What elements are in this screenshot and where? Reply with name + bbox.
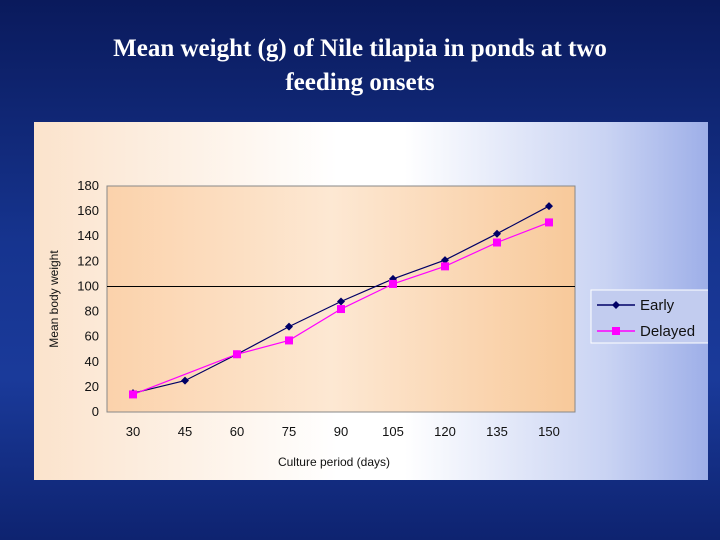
data-point-delayed	[441, 262, 449, 271]
y-axis-title: Mean body weight	[47, 250, 61, 348]
slide-title: Mean weight (g) of Nile tilapia in ponds…	[40, 32, 680, 100]
legend: Early Delayed	[590, 289, 708, 344]
x-tick-label: 60	[230, 424, 244, 439]
chart-panel: 0 20 40 60 80 100 120 140 160 180 30 45 60 75 90 105 120…	[34, 122, 708, 480]
x-tick-label: 135	[486, 424, 508, 439]
legend-box	[590, 289, 708, 344]
slide-title-line-2: feeding onsets	[285, 69, 435, 96]
x-tick-label: 120	[434, 424, 456, 439]
legend-label-early: Early	[640, 297, 675, 314]
y-tick-label: 180	[77, 178, 99, 193]
y-tick-label: 100	[77, 278, 99, 293]
x-tick-label: 90	[334, 424, 348, 439]
data-point-delayed	[129, 390, 137, 399]
y-tick-label: 0	[92, 404, 99, 419]
data-point-delayed	[285, 336, 293, 345]
data-point-early	[545, 202, 553, 211]
legend-label-delayed: Delayed	[640, 323, 695, 340]
data-point-delayed	[233, 350, 241, 359]
line-chart: 0 20 40 60 80 100 120 140 160 180 30 45 60 75 90 105 120…	[47, 178, 708, 469]
x-tick-label: 30	[126, 424, 140, 439]
y-tick-label: 40	[85, 354, 99, 369]
legend-marker-early	[612, 301, 620, 309]
data-point-delayed	[545, 218, 553, 227]
data-point-early	[441, 256, 449, 265]
y-tick-label: 60	[85, 329, 99, 344]
data-point-early	[285, 322, 293, 331]
y-tick-label: 120	[77, 253, 99, 268]
x-tick-label: 150	[538, 424, 560, 439]
legend-marker-delayed	[612, 327, 620, 335]
y-tick-label: 80	[85, 304, 99, 319]
y-tick-label: 140	[77, 228, 99, 243]
series-line-delayed	[132, 221, 550, 395]
x-tick-label: 105	[382, 424, 404, 439]
data-point-early	[493, 229, 501, 238]
data-point-delayed	[493, 238, 501, 247]
data-point-early	[181, 376, 189, 385]
slide-title-line-1: Mean weight (g) of Nile tilapia in ponds…	[113, 35, 607, 62]
y-tick-label: 160	[77, 203, 99, 218]
x-tick-label: 45	[178, 424, 192, 439]
data-point-delayed	[337, 305, 345, 314]
x-tick-label: 75	[282, 424, 296, 439]
y-tick-label: 20	[85, 379, 99, 394]
data-point-early	[389, 274, 397, 283]
data-point-delayed	[389, 279, 397, 288]
x-axis-title: Culture period (days)	[278, 455, 390, 469]
data-point-early	[337, 297, 345, 306]
